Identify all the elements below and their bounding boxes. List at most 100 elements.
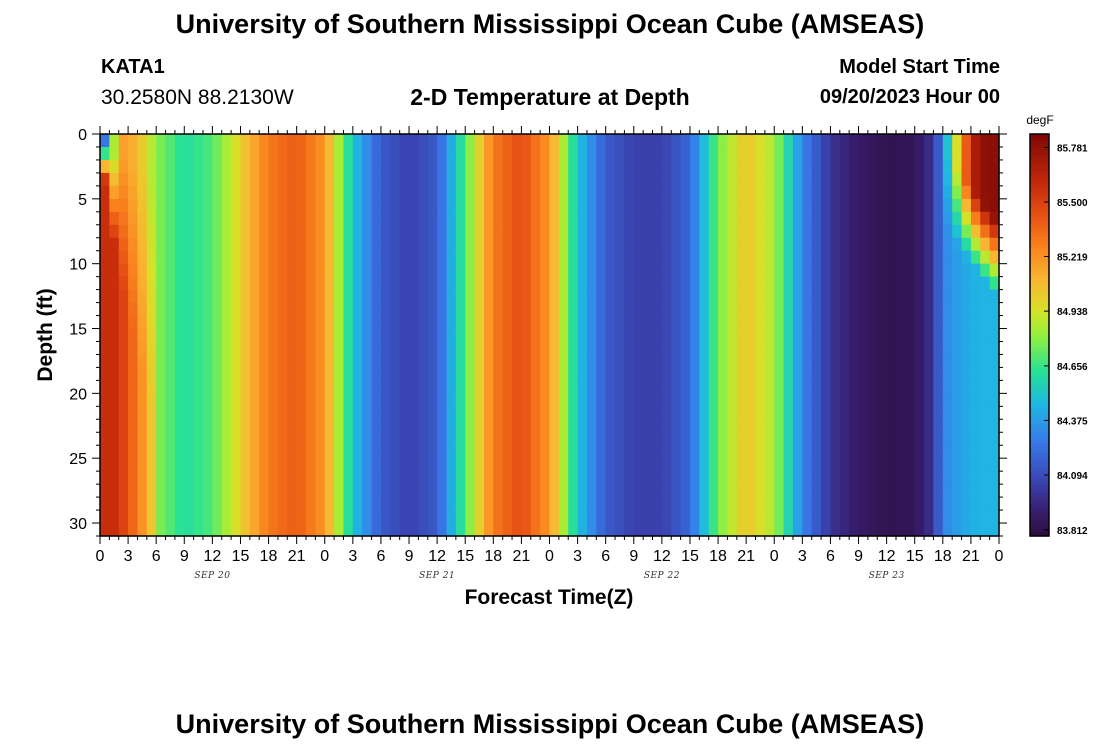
heatmap-cell: [277, 380, 288, 394]
heatmap-cell: [399, 458, 410, 472]
colorbar-segment: [1030, 184, 1049, 189]
heatmap-cell: [605, 185, 616, 200]
heatmap-cell: [240, 484, 251, 498]
heatmap-cell: [736, 510, 747, 524]
heatmap-cell: [118, 172, 129, 187]
heatmap-cell: [493, 341, 504, 356]
heatmap-cell: [315, 393, 326, 407]
heatmap-cell: [306, 380, 316, 394]
heatmap-cell: [980, 185, 991, 200]
heatmap-cell: [989, 406, 1000, 420]
heatmap-cell: [558, 172, 569, 187]
heatmap-cell: [933, 250, 944, 265]
heatmap-cell: [259, 211, 270, 226]
heatmap-cell: [259, 523, 270, 537]
heatmap-cell: [380, 471, 391, 485]
heatmap-cell: [446, 393, 457, 407]
heatmap-cell: [399, 367, 410, 381]
heatmap-cell: [689, 432, 700, 446]
heatmap-cell: [137, 523, 148, 537]
heatmap-cell: [231, 393, 242, 407]
heatmap-cell: [343, 341, 354, 356]
heatmap-cell: [427, 458, 438, 472]
heatmap-cell: [315, 185, 326, 200]
heatmap-cell: [689, 341, 700, 356]
heatmap-cell: [100, 458, 110, 472]
heatmap-cell: [718, 198, 729, 213]
heatmap-cell: [465, 510, 476, 524]
heatmap-cell: [446, 367, 457, 381]
heatmap-cell: [671, 510, 682, 524]
heatmap-cell: [558, 445, 569, 459]
heatmap-cell: [193, 497, 204, 511]
heatmap-cell: [980, 523, 991, 537]
heatmap-cell: [502, 146, 513, 161]
heatmap-cell: [867, 237, 878, 252]
heatmap-cell: [221, 198, 232, 213]
heatmap-cell: [184, 328, 195, 343]
heatmap-cell: [512, 302, 522, 317]
heatmap-cell: [465, 393, 476, 407]
heatmap-cell: [540, 341, 551, 356]
x-tick-label: 18: [934, 548, 952, 565]
heatmap-cell: [558, 302, 569, 317]
heatmap-cell: [577, 289, 588, 304]
heatmap-cell: [474, 393, 485, 407]
heatmap-cell: [718, 315, 729, 330]
heatmap-cell: [259, 224, 270, 239]
heatmap-cell: [296, 328, 307, 343]
heatmap-cell: [380, 224, 391, 239]
heatmap-cell: [418, 328, 429, 343]
heatmap-cell: [970, 393, 981, 407]
heatmap-cell: [343, 484, 354, 498]
heatmap-cell: [718, 471, 729, 485]
heatmap-cell: [942, 523, 953, 537]
heatmap-cell: [268, 523, 279, 537]
heatmap-cell: [830, 263, 841, 278]
heatmap-cell: [643, 510, 654, 524]
heatmap-cell: [540, 406, 551, 420]
heatmap-cell: [755, 263, 766, 278]
heatmap-cell: [268, 406, 279, 420]
heatmap-cell: [455, 523, 466, 537]
heatmap-cell: [830, 172, 841, 187]
heatmap-cell: [605, 211, 616, 226]
heatmap-cell: [362, 471, 373, 485]
heatmap-cell: [146, 276, 157, 291]
heatmap-cell: [306, 250, 316, 265]
heatmap-cell: [849, 341, 860, 356]
heatmap-cell: [530, 172, 541, 187]
heatmap-cell: [821, 458, 832, 472]
heatmap-cell: [764, 250, 775, 265]
colorbar-segment: [1030, 278, 1049, 282]
heatmap-cell: [980, 250, 991, 265]
heatmap-cell: [568, 445, 579, 459]
heatmap-cell: [240, 250, 251, 265]
heatmap-cell: [540, 523, 551, 537]
heatmap-cell: [895, 237, 906, 252]
heatmap-cell: [905, 497, 916, 511]
heatmap-cell: [362, 224, 373, 239]
heatmap-cell: [306, 367, 316, 381]
heatmap-cell: [727, 134, 738, 148]
y-tick-label: 0: [78, 127, 87, 144]
heatmap-cell: [221, 341, 232, 356]
heatmap-cell: [914, 497, 925, 511]
heatmap-cell: [399, 159, 410, 174]
heatmap-cell: [652, 393, 663, 407]
heatmap-cell: [249, 393, 260, 407]
heatmap-cell: [849, 159, 860, 174]
heatmap-cell: [418, 289, 429, 304]
heatmap-cell: [633, 341, 644, 356]
heatmap-cell: [306, 134, 316, 148]
heatmap-cell: [830, 419, 841, 433]
heatmap-cell: [624, 211, 635, 226]
heatmap-cell: [961, 134, 972, 148]
colorbar-segment: [1030, 492, 1049, 497]
heatmap-cell: [315, 354, 326, 369]
heatmap-cell: [343, 134, 354, 148]
heatmap-cell: [165, 172, 176, 187]
heatmap-cell: [493, 276, 504, 291]
heatmap-cell: [830, 380, 841, 394]
heatmap-cell: [343, 315, 354, 330]
